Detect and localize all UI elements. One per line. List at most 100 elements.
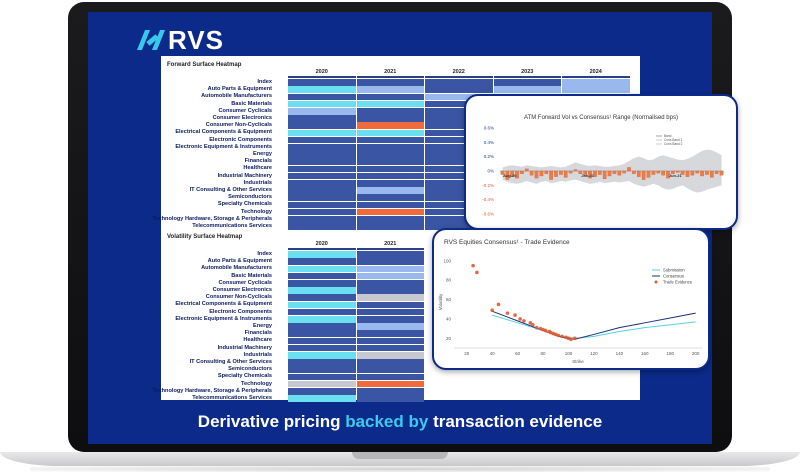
volatility-heatmap-cell (356, 265, 424, 273)
volatility-heatmap-row-label: Telecommunications Services (192, 395, 272, 401)
forward-heatmap-cell (356, 201, 424, 209)
atm-legend-entry: Cons Band 2 (664, 142, 683, 146)
atm-bar (690, 170, 695, 176)
volatility-heatmap-cell (288, 359, 356, 366)
volatility-heatmap-row: Semiconductors (161, 366, 640, 374)
atm-bar (695, 170, 700, 174)
volatility-heatmap-row: Electrical Components & Equipment (161, 301, 640, 309)
atm-bar (524, 168, 529, 172)
atm-bar (710, 170, 714, 178)
scatter-x-tick-label: 60 (515, 351, 521, 356)
volatility-heatmap-row-label: Auto Parts & Equipment (207, 258, 272, 265)
atm-bar (685, 170, 690, 177)
atm-bar (705, 170, 709, 175)
volatility-heatmap-cell (288, 287, 356, 294)
scatter-x-tick-label: 20 (464, 351, 470, 356)
forward-heatmap-cell (356, 216, 424, 223)
rvs-logo-icon (136, 30, 166, 50)
volatility-heatmap-cell (356, 308, 424, 316)
forward-heatmap-year-bar (562, 76, 630, 78)
volatility-heatmap-row-label: Index (257, 251, 272, 257)
forward-heatmap-year-header: 2023 (521, 69, 534, 75)
atm-bar (578, 170, 583, 174)
atm-y-tick-label: 0.4% (484, 140, 494, 145)
atm-bar (636, 170, 641, 177)
volatility-heatmap-row: Financials (161, 330, 640, 338)
volatility-heatmap-row-label: Consumer Electronics (212, 287, 272, 293)
scatter-x-axis-label: Strike (572, 359, 584, 364)
forward-heatmap-row-label: Index (257, 79, 272, 85)
volatility-heatmap-row: Specialty Chemicals (161, 373, 640, 381)
volatility-heatmap-cell (288, 280, 356, 287)
trade-evidence-point (518, 317, 522, 321)
scatter-y-axis-label: Volatility (438, 293, 443, 310)
trade-evidence-point (556, 333, 561, 338)
forward-heatmap-cell (356, 165, 424, 173)
forward-heatmap-cell (288, 201, 356, 209)
atm-y-tick-label: 0.6% (484, 126, 494, 131)
volatility-heatmap-cell (356, 388, 424, 395)
volatility-heatmap-cell (356, 366, 424, 374)
volatility-heatmap-row: IT Consulting & Other Services (161, 359, 640, 366)
volatility-heatmap-cell (288, 258, 356, 266)
volatility-heatmap-cell (288, 294, 356, 302)
forward-heatmap-cell (425, 223, 493, 230)
atm-bar (675, 170, 680, 173)
forward-heatmap-cell (493, 79, 561, 86)
forward-heatmap-cell (356, 115, 424, 122)
forward-heatmap-year-header: 2021 (384, 69, 397, 75)
forward-heatmap-row-label: Consumer Cyclicals (218, 107, 272, 114)
atm-bar (719, 170, 724, 176)
forward-heatmap-cell (425, 201, 493, 209)
scatter-x-tick-label: 40 (490, 351, 496, 356)
forward-heatmap-cell (425, 100, 493, 108)
volatility-heatmap-cell (288, 388, 356, 395)
trade-evidence-chart: 20 40 60 80 100 120 140 160 180 200 20 40 60 80 100 Str… (438, 258, 702, 364)
volatility-heatmap-row: Technology Hardware, Storage & Periphera… (152, 388, 640, 395)
volatility-heatmap-cell (356, 294, 424, 302)
atm-y-tick-label: 0.2% (484, 154, 494, 159)
atm-bar (568, 170, 573, 174)
volatility-heatmap-cell (288, 308, 356, 316)
volatility-heatmap-year-bar (288, 248, 356, 250)
forward-heatmap-cell (288, 187, 356, 194)
forward-heatmap-cell (356, 187, 424, 194)
atm-y-tick-label: -0.6% (482, 212, 494, 217)
atm-bar (632, 170, 636, 174)
volatility-heatmap-cell (356, 316, 424, 323)
volatility-heatmap-row-label: Energy (253, 323, 272, 329)
trade-evidence-point (560, 334, 564, 339)
volatility-heatmap-row: Electronic Components (161, 309, 640, 316)
forward-heatmap-row-label: IT Consulting & Other Services (189, 187, 272, 193)
forward-heatmap-cell (356, 86, 424, 94)
atm-bar (500, 170, 505, 175)
volatility-heatmap-cell (288, 366, 356, 374)
volatility-heatmap-row-label: Industrial Machinery (217, 344, 272, 351)
volatility-heatmap-row-label: Specialty Chemicals (217, 373, 272, 380)
forward-heatmap-cell (288, 144, 356, 151)
forward-heatmap-row-label: Technology (241, 208, 272, 215)
forward-heatmap-cell (288, 79, 356, 86)
volatility-heatmap-year-bar (356, 248, 424, 250)
forward-heatmap-cell (356, 151, 424, 158)
atm-bar (534, 170, 539, 179)
tagline-part2: transaction evidence (428, 412, 603, 431)
forward-heatmap-cell (425, 129, 493, 137)
trade-evidence-chart-title: RVS Equities Consensus¹ - Trade Evidence (444, 239, 570, 246)
forward-heatmap-cell (356, 158, 424, 166)
volatility-heatmap-cell (288, 301, 356, 309)
volatility-heatmap-cell (288, 272, 356, 280)
volatility-heatmap-cell (356, 287, 424, 294)
volatility-heatmap-cell (288, 265, 356, 273)
volatility-heatmap-cell (356, 359, 424, 366)
volatility-heatmap-cell (356, 395, 424, 402)
trade-evidence-point (569, 337, 573, 342)
atm-bar (622, 170, 626, 174)
trade-evidence-point (471, 263, 475, 268)
forward-heatmap-cell (425, 158, 493, 166)
volatility-heatmap-row-label: Electrical Components & Equipment (175, 301, 272, 308)
trade-evidence-point (528, 321, 533, 325)
forward-heatmap-cell (356, 223, 424, 230)
forward-heatmap-cell (425, 122, 493, 130)
